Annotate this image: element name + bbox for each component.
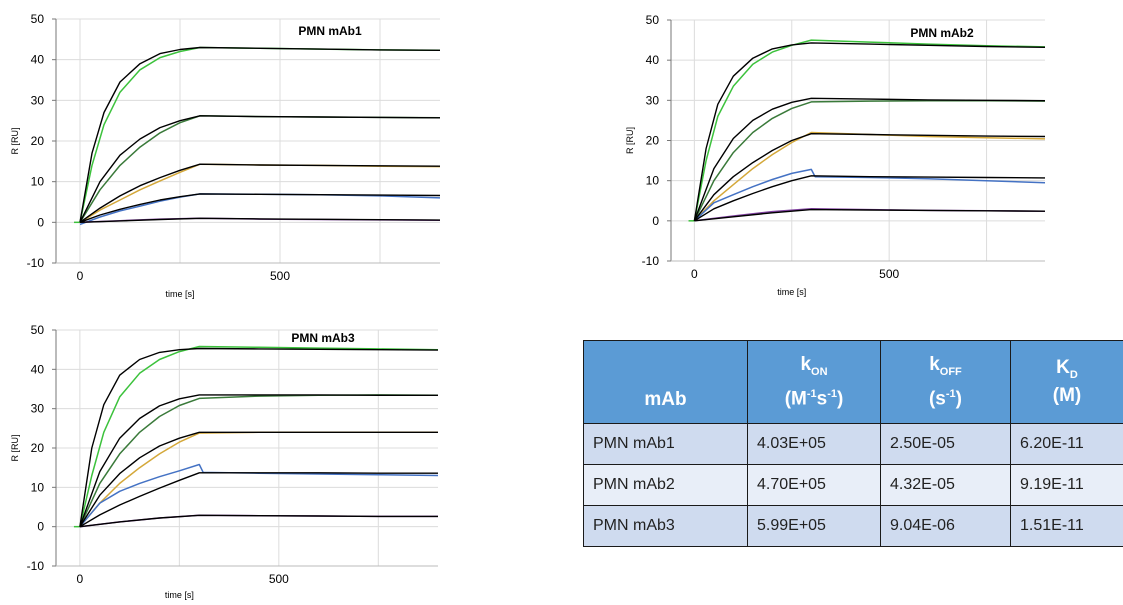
- y-tick-label: 10: [31, 480, 45, 494]
- y-tick-label: 30: [31, 93, 45, 107]
- y-tick-label: 40: [31, 362, 45, 376]
- chart-title: PMN mAb3: [291, 331, 355, 345]
- y-tick-label: 50: [646, 13, 660, 27]
- fit-line-5: [80, 218, 440, 222]
- cell-kd: 1.51E-11: [1011, 506, 1123, 547]
- y-tick-label: 0: [652, 214, 659, 228]
- series-line-3: [80, 164, 440, 222]
- x-tick-label: 0: [77, 572, 84, 586]
- header-kon-unit-c: ): [837, 388, 843, 409]
- header-kon-symbol: k: [800, 354, 811, 375]
- y-tick-label: 20: [31, 134, 45, 148]
- cell-kon: 4.70E+05: [748, 465, 881, 506]
- y-axis-label: R [RU]: [10, 435, 20, 462]
- y-axis-label: R [RU]: [10, 128, 20, 155]
- table-row: PMN mAb2 4.70E+05 4.32E-05 9.19E-11: [584, 465, 1123, 506]
- table-row: PMN mAb1 4.03E+05 2.50E-05 6.20E-11: [584, 424, 1123, 465]
- cell-koff: 9.04E-06: [881, 506, 1011, 547]
- fit-line-5: [694, 210, 1045, 221]
- x-tick-label: 500: [270, 269, 290, 283]
- series-line-2: [80, 395, 438, 527]
- y-tick-label: 10: [31, 175, 45, 189]
- y-tick-label: 40: [31, 53, 45, 67]
- x-tick-label: 0: [691, 267, 698, 281]
- y-tick-label: -10: [27, 256, 45, 270]
- fit-line-1: [694, 43, 1045, 221]
- y-tick-label: 40: [646, 53, 660, 67]
- fit-line-2: [694, 98, 1045, 221]
- kinetics-table: mAb kON (M-1s-1) kOFF (s-1) KD (M) PMN m…: [583, 340, 1123, 547]
- y-tick-label: 20: [646, 134, 660, 148]
- table-row: PMN mAb3 5.99E+05 9.04E-06 1.51E-11: [584, 506, 1123, 547]
- y-tick-label: 50: [31, 323, 45, 337]
- x-axis-label: time [s]: [165, 590, 194, 600]
- cell-mab-name: PMN mAb3: [584, 506, 748, 547]
- y-tick-label: -10: [27, 559, 45, 573]
- header-kd-unit: (M): [1053, 385, 1081, 406]
- header-koff: kOFF (s-1): [881, 341, 1011, 424]
- header-kd-symbol: K: [1056, 357, 1070, 378]
- header-kon: kON (M-1s-1): [748, 341, 881, 424]
- y-tick-label: 0: [37, 520, 44, 534]
- chart-title: PMN mAb2: [910, 26, 974, 40]
- cell-mab-name: PMN mAb1: [584, 424, 748, 465]
- header-koff-unit-a: (s: [929, 388, 946, 409]
- y-tick-label: 30: [31, 402, 45, 416]
- header-mab: mAb: [584, 341, 748, 424]
- header-kd: KD (M): [1011, 341, 1123, 424]
- y-tick-label: -10: [642, 254, 660, 268]
- y-tick-label: 30: [646, 93, 660, 107]
- header-kon-sup-a: -1: [807, 388, 817, 400]
- x-axis-label: time [s]: [165, 289, 194, 299]
- header-koff-sup-a: -1: [946, 388, 956, 400]
- fit-line-5: [80, 515, 438, 526]
- y-tick-label: 0: [37, 215, 44, 229]
- chart-title: PMN mAb1: [298, 24, 362, 38]
- cell-koff: 2.50E-05: [881, 424, 1011, 465]
- x-tick-label: 0: [77, 269, 84, 283]
- x-tick-label: 500: [879, 267, 899, 281]
- y-tick-label: 50: [31, 12, 45, 26]
- cell-kd: 9.19E-11: [1011, 465, 1123, 506]
- header-kon-unit-a: (M: [785, 388, 807, 409]
- series-line-2: [694, 101, 1045, 221]
- series-line-1: [694, 40, 1045, 221]
- fit-line-4: [80, 473, 438, 527]
- y-tick-label: 10: [646, 174, 660, 188]
- fit-line-2: [80, 395, 438, 527]
- header-koff-subscript: OFF: [940, 366, 962, 378]
- header-koff-unit-c: ): [956, 388, 962, 409]
- x-axis-label: time [s]: [777, 287, 806, 297]
- cell-koff: 4.32E-05: [881, 465, 1011, 506]
- header-kd-subscript: D: [1070, 368, 1078, 380]
- cell-kd: 6.20E-11: [1011, 424, 1123, 465]
- y-axis-label: R [RU]: [625, 127, 635, 154]
- header-koff-symbol: k: [929, 354, 940, 375]
- x-tick-label: 500: [269, 572, 289, 586]
- header-kon-subscript: ON: [811, 366, 828, 378]
- header-mab-label: mAb: [644, 389, 686, 410]
- fit-line-1: [80, 349, 438, 527]
- fit-line-3: [80, 432, 438, 526]
- table-header-row: mAb kON (M-1s-1) kOFF (s-1) KD (M): [584, 341, 1123, 424]
- header-kon-unit-b: s: [817, 388, 828, 409]
- header-kon-sup-b: -1: [827, 388, 837, 400]
- cell-kon: 4.03E+05: [748, 424, 881, 465]
- cell-mab-name: PMN mAb2: [584, 465, 748, 506]
- series-line-3: [80, 432, 438, 526]
- cell-kon: 5.99E+05: [748, 506, 881, 547]
- y-tick-label: 20: [31, 441, 45, 455]
